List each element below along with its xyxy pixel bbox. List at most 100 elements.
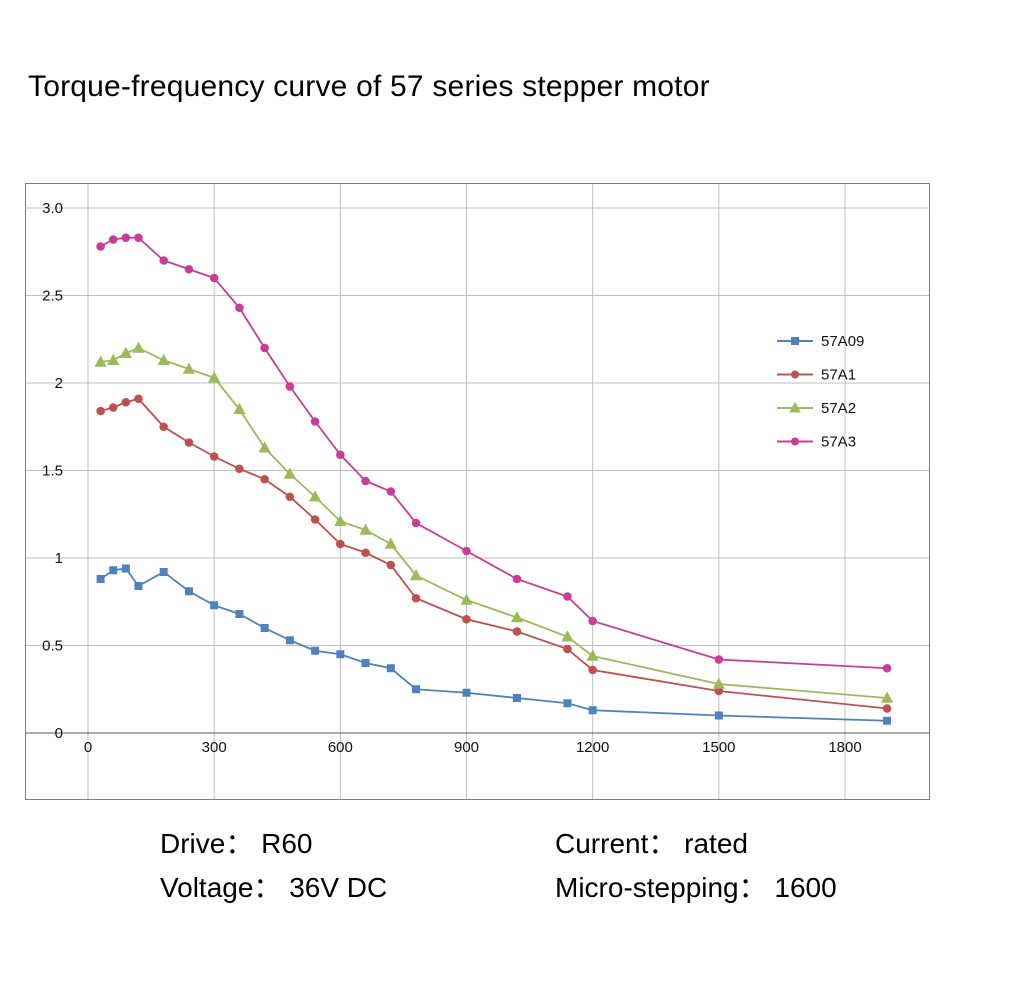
triangle-marker (384, 537, 397, 549)
circle-marker (121, 233, 131, 243)
circle-marker (563, 592, 572, 601)
square-marker (883, 716, 892, 725)
y-tick-label: 2.5 (42, 288, 63, 305)
y-tick-label: 1 (55, 550, 63, 567)
circle-marker (209, 452, 219, 461)
square-marker (588, 706, 597, 715)
legend-item-57A3: 57A3 (777, 434, 856, 451)
square-marker (791, 337, 799, 345)
square-marker (134, 582, 143, 590)
series-57A3 (96, 233, 892, 673)
legend-label: 57A3 (821, 434, 856, 451)
legend-item-57A2: 57A2 (777, 400, 856, 417)
chart-area: 0 300 600 900 1200 1500 1800 0 0.5 1 1.5 2 2.5 3.0 57A… (25, 183, 930, 800)
circle-marker (791, 437, 799, 446)
triangle-marker (712, 677, 725, 689)
series-line-57A3 (100, 236, 888, 670)
x-tick-label: 1200 (576, 739, 609, 756)
triangle-marker (586, 649, 599, 661)
square-marker (121, 564, 130, 573)
square-marker (109, 566, 118, 575)
circle-marker (588, 665, 597, 675)
triangle-marker (510, 610, 524, 623)
triangle-marker (94, 355, 107, 367)
circle-marker (96, 406, 105, 416)
series-57A1 (96, 394, 892, 713)
y-tick-label: 0 (55, 725, 63, 742)
y-tick-label: 0.5 (42, 638, 63, 655)
circle-marker (209, 273, 219, 283)
circle-marker (714, 655, 724, 664)
x-tick-label: 600 (328, 739, 353, 756)
circle-marker (882, 663, 892, 673)
footnote-drive: Drive： R60 (160, 828, 313, 859)
square-marker (714, 711, 723, 720)
triangle-marker (182, 362, 196, 374)
triangle-marker (107, 353, 120, 365)
triangle-marker (157, 353, 170, 365)
triangle-marker (119, 346, 132, 358)
square-marker (159, 568, 168, 576)
circle-marker (336, 450, 345, 460)
circle-marker (714, 686, 724, 696)
circle-marker (310, 417, 320, 426)
legend-label: 57A09 (821, 333, 864, 350)
circle-marker (462, 546, 471, 556)
circle-marker (588, 616, 597, 626)
circle-marker (512, 574, 522, 584)
circle-marker (121, 397, 131, 407)
circle-marker (336, 539, 345, 549)
x-tick-label: 900 (454, 739, 479, 756)
square-marker (563, 699, 572, 708)
triangle-marker (208, 371, 221, 383)
triangle-marker (309, 490, 322, 502)
x-tick-label: 1800 (828, 739, 861, 756)
circle-marker (285, 492, 295, 502)
series-57A2 (94, 341, 894, 703)
square-marker (311, 646, 320, 655)
circle-marker (134, 233, 143, 243)
circle-marker (96, 242, 105, 251)
circle-marker (260, 474, 269, 484)
square-marker (184, 587, 193, 596)
chart-title: Torque-frequency curve of 57 series step… (28, 70, 710, 103)
circle-marker (108, 403, 118, 412)
footnote-microstepping: Micro-stepping： 1600 (555, 872, 837, 903)
triangle-marker (283, 467, 296, 479)
triangle-marker (789, 401, 801, 413)
triangle-marker (233, 402, 246, 414)
circle-marker (184, 438, 194, 447)
triangle-marker (409, 568, 423, 581)
legend-label: 57A2 (821, 400, 856, 417)
circle-marker (386, 560, 396, 570)
x-tick-label: 1500 (702, 739, 735, 756)
circle-marker (108, 235, 118, 244)
circle-marker (159, 256, 168, 265)
legend: 57A09 57A1 57A2 57A3 (777, 333, 864, 451)
circle-marker (260, 343, 269, 353)
square-marker (260, 624, 269, 632)
gridlines (25, 183, 930, 800)
y-tick-label: 2 (55, 375, 63, 392)
triangle-marker (334, 514, 347, 526)
plot-border (25, 183, 930, 800)
square-marker (462, 688, 471, 697)
square-marker (96, 575, 105, 583)
triangle-marker (258, 441, 271, 453)
triangle-marker (132, 341, 145, 353)
square-marker (412, 685, 421, 694)
circle-marker (235, 303, 244, 313)
circle-marker (134, 394, 143, 404)
series-57A09 (96, 564, 892, 725)
x-tick-label: 300 (202, 739, 227, 756)
square-marker (386, 664, 395, 673)
circle-marker (361, 548, 370, 558)
square-marker (285, 636, 294, 645)
circle-marker (184, 264, 194, 274)
circle-marker (361, 476, 370, 486)
footnote-current: Current： rated (555, 828, 748, 859)
circle-marker (235, 464, 244, 474)
circle-marker (512, 627, 522, 636)
triangle-marker (460, 593, 473, 605)
